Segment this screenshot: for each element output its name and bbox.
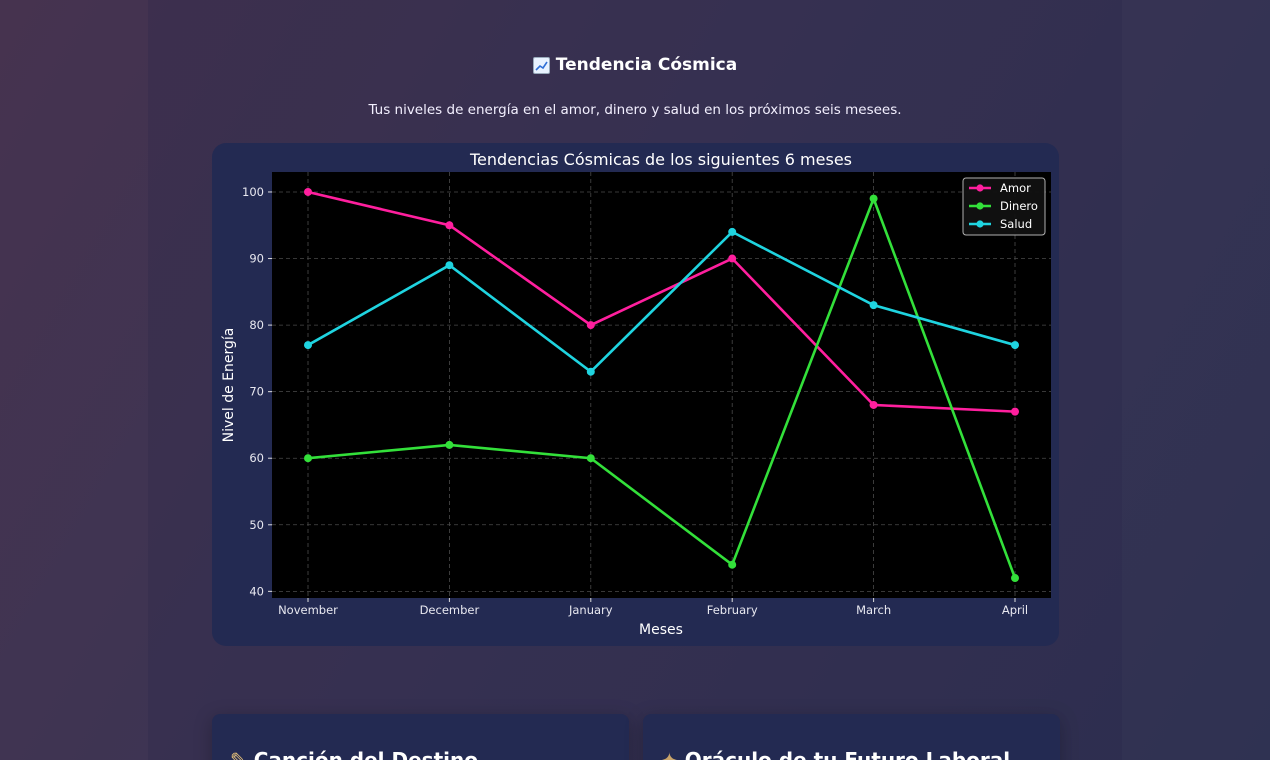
data-point-dinero [304, 454, 312, 463]
plot-area [272, 172, 1051, 598]
destiny-song-card[interactable]: ✎ Canción del Destino [212, 714, 629, 760]
data-point-amor [728, 254, 737, 263]
legend-label: Dinero [1000, 199, 1038, 213]
data-point-salud [869, 301, 878, 310]
series-line-salud [307, 230, 1016, 374]
briefcase-icon: ✦ [661, 748, 678, 760]
chart-title: Tendencias Cósmicas de los siguientes 6 … [469, 150, 852, 169]
data-point-dinero [586, 454, 595, 463]
data-point-salud [445, 261, 454, 270]
x-tick-label: January [568, 603, 613, 617]
data-point-dinero [445, 440, 454, 449]
quill-icon: ✎ [230, 748, 247, 760]
y-tick-label: 60 [249, 451, 264, 465]
x-tick-label: November [278, 603, 338, 617]
legend-marker [976, 202, 984, 210]
x-tick-label: December [420, 603, 480, 617]
data-point-amor [586, 321, 595, 330]
legend-marker [976, 220, 984, 228]
career-oracle-card[interactable]: ✦ Oráculo de tu Futuro Laboral [643, 714, 1060, 760]
line-chart: Tendencias Cósmicas de los siguientes 6 … [221, 150, 1051, 638]
series-line-amor [307, 190, 1016, 413]
data-point-salud [728, 227, 737, 236]
y-tick-label: 80 [249, 318, 264, 332]
data-point-dinero [869, 194, 878, 203]
card-title: Canción del Destino [253, 748, 478, 760]
y-tick-label: 50 [249, 518, 264, 532]
series-line-dinero [307, 194, 1017, 579]
legend-label: Amor [1000, 181, 1031, 195]
card-title: Oráculo de tu Futuro Laboral [684, 748, 1011, 760]
y-tick-label: 90 [249, 252, 264, 266]
y-tick-label: 70 [249, 385, 264, 399]
x-tick-label: March [856, 603, 891, 617]
chart-increasing-icon [532, 56, 550, 74]
section-header: Tendencia Cósmica [0, 55, 1270, 75]
data-point-salud [586, 367, 595, 376]
y-tick-label: 100 [242, 185, 264, 199]
data-point-amor [869, 400, 878, 409]
data-point-amor [304, 187, 312, 196]
y-tick-label: 40 [249, 584, 264, 598]
section-title: Tendencia Cósmica [555, 55, 738, 75]
legend-marker [976, 184, 984, 192]
data-point-salud [304, 341, 312, 350]
data-point-amor [1011, 407, 1019, 416]
x-tick-label: February [707, 603, 758, 617]
x-axis-label: Meses [639, 622, 683, 638]
y-axis-label: Nivel de Energía [221, 328, 237, 443]
legend-label: Salud [1000, 217, 1032, 231]
chart-card: Tendencias Cósmicas de los siguientes 6 … [212, 143, 1059, 646]
x-tick-label: April [1002, 603, 1028, 617]
section-subtitle: Tus niveles de energía en el amor, diner… [368, 102, 902, 118]
data-point-dinero [728, 560, 737, 569]
legend-box [962, 177, 1046, 236]
data-point-dinero [1011, 574, 1019, 583]
data-point-amor [445, 221, 454, 230]
data-point-salud [1011, 341, 1019, 350]
